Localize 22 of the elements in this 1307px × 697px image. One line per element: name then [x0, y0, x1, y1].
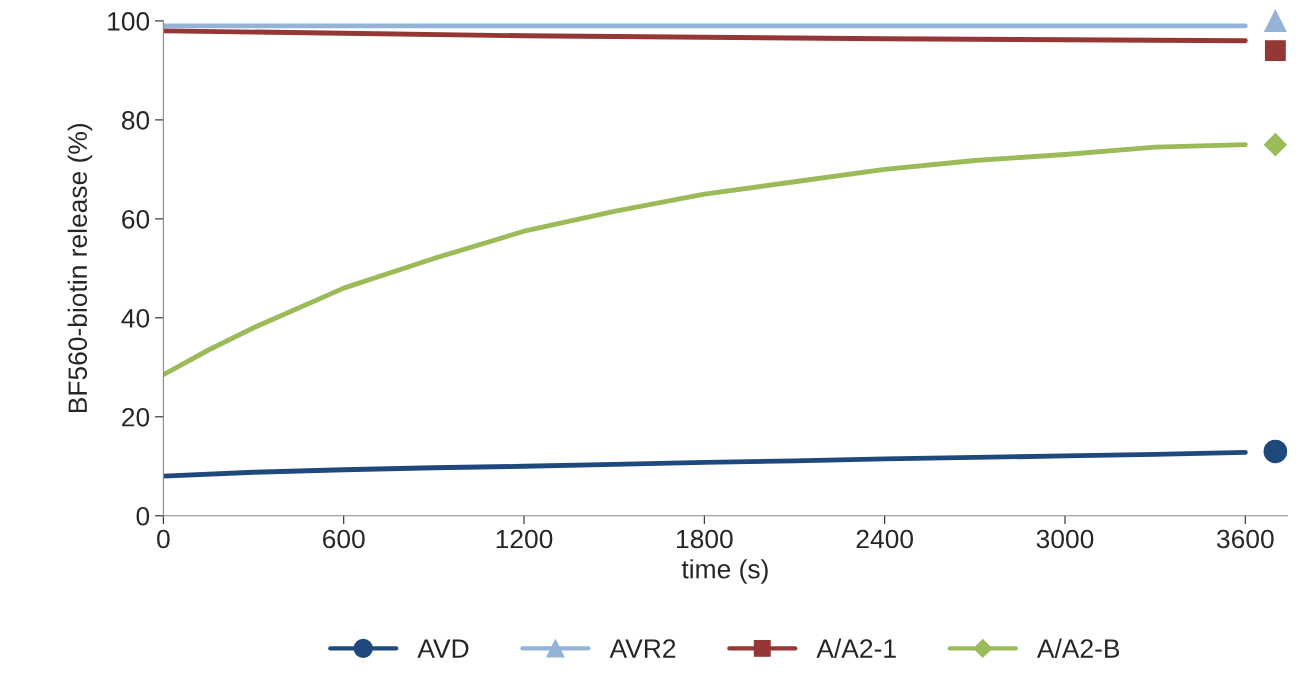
x-axis-title: time (s): [681, 559, 768, 584]
x-tick-label: 1800: [677, 529, 733, 549]
legend-label: A/A2-B: [1036, 638, 1120, 658]
y-tick-label: 60: [122, 209, 150, 229]
legend-label: A/A2-1: [816, 638, 896, 658]
line-series: [163, 28, 1248, 44]
legend-label: AVD: [417, 639, 469, 658]
y-axis-title: BF560-biotin release (%): [67, 124, 93, 413]
y-tick-label: 40: [121, 308, 150, 328]
x-tick-label: 3600: [1216, 529, 1274, 549]
y-tick-label: 100: [108, 12, 150, 31]
y-tick-label: 80: [121, 111, 150, 130]
line-series: [163, 142, 1248, 378]
line-series: [163, 450, 1248, 479]
x-tick-label: 3000: [1036, 529, 1094, 549]
x-tick-label: 1200: [496, 529, 553, 549]
legend-label: AVR2: [609, 639, 676, 658]
x-tick-label: 2400: [856, 529, 913, 549]
x-tick-label: 600: [323, 529, 365, 549]
x-tick-label: 0: [157, 529, 170, 549]
y-tick-label: 20: [122, 407, 150, 427]
y-tick-label: 0: [136, 506, 150, 526]
